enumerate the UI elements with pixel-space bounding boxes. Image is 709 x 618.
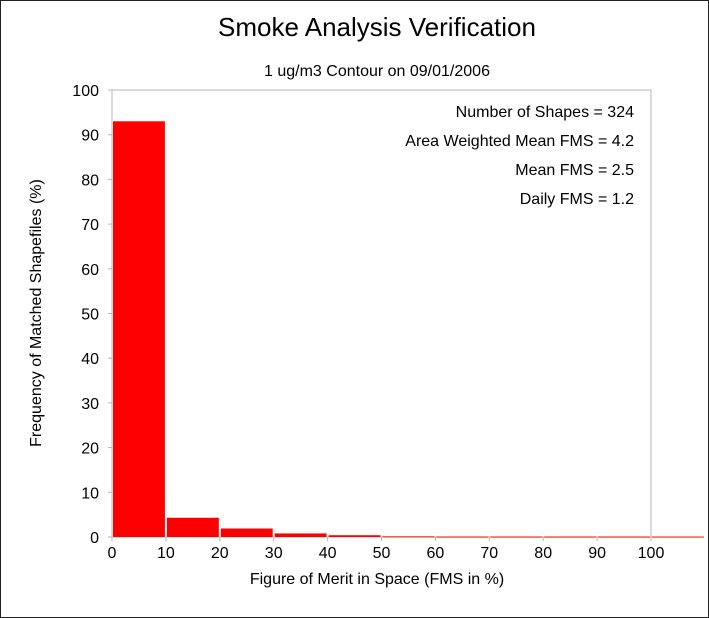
x-tick-label: 20 xyxy=(211,545,229,562)
stats-annotation: Daily FMS = 1.2 xyxy=(520,191,634,208)
y-tick-label: 0 xyxy=(90,530,99,547)
x-tick-label: 60 xyxy=(427,545,445,562)
histogram-bar xyxy=(166,517,219,537)
plot-area xyxy=(111,89,652,538)
y-axis-label: Frequency of Matched Shapefiles (%) xyxy=(28,179,45,447)
x-tick-label: 0 xyxy=(108,545,117,562)
histogram-bar xyxy=(436,536,489,538)
x-tick-label: 50 xyxy=(373,545,391,562)
histogram-bar xyxy=(490,536,543,538)
stats-annotation: Number of Shapes = 324 xyxy=(456,104,634,121)
histogram-bar xyxy=(220,528,273,537)
y-tick-label: 90 xyxy=(81,128,99,145)
y-tick-label: 10 xyxy=(81,485,99,502)
histogram-bar xyxy=(113,121,165,537)
histogram-bar xyxy=(274,533,327,537)
x-tick-label: 100 xyxy=(638,545,665,562)
x-tick-label: 70 xyxy=(480,545,498,562)
histogram-bar xyxy=(328,535,381,537)
histogram-bar xyxy=(544,536,597,538)
x-tick-label: 30 xyxy=(265,545,283,562)
stats-annotation: Mean FMS = 2.5 xyxy=(515,162,634,179)
histogram-bar xyxy=(382,536,435,538)
stats-annotation: Area Weighted Mean FMS = 4.2 xyxy=(405,133,634,150)
y-tick-label: 70 xyxy=(81,217,99,234)
chart-subtitle: 1 ug/m3 Contour on 09/01/2006 xyxy=(264,63,490,80)
chart-title: Smoke Analysis Verification xyxy=(218,12,536,42)
histogram-bar xyxy=(652,536,704,538)
y-tick-label: 50 xyxy=(81,307,99,324)
x-tick-label: 80 xyxy=(534,545,552,562)
x-axis-label: Figure of Merit in Space (FMS in %) xyxy=(250,571,504,588)
y-tick-label: 100 xyxy=(72,83,99,100)
histogram-bar xyxy=(598,536,650,538)
y-tick-label: 80 xyxy=(81,172,99,189)
y-tick-label: 20 xyxy=(81,441,99,458)
y-tick-label: 60 xyxy=(81,262,99,279)
y-tick-label: 30 xyxy=(81,396,99,413)
y-tick-label: 40 xyxy=(81,351,99,368)
x-tick-label: 90 xyxy=(588,545,606,562)
x-tick-label: 10 xyxy=(157,545,175,562)
x-tick-label: 40 xyxy=(319,545,337,562)
